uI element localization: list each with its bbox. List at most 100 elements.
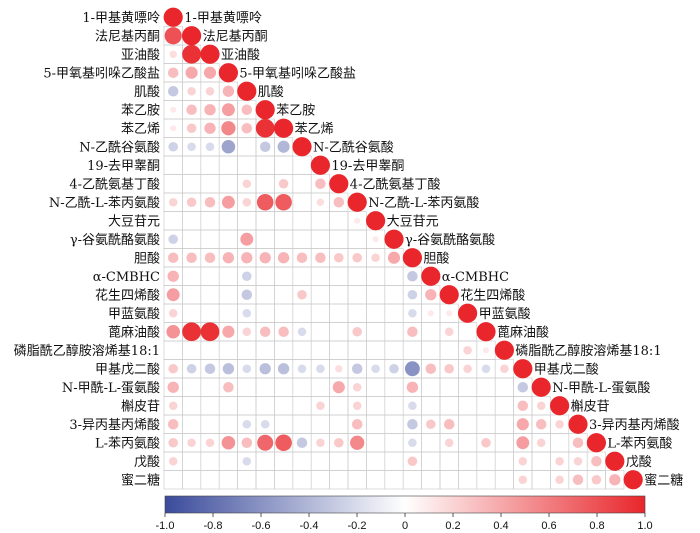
- diagonal-label: 苯乙烯: [295, 122, 334, 137]
- grid-cell: [218, 396, 238, 416]
- correlation-circle: [334, 437, 344, 448]
- grid-cell: [550, 433, 570, 453]
- correlation-circle: [536, 438, 546, 448]
- grid-cell: [347, 451, 367, 471]
- grid-cell: [310, 285, 330, 305]
- grid-cell: [200, 211, 220, 231]
- grid-cell: [366, 340, 386, 360]
- grid-cell: [458, 470, 478, 490]
- correlation-circle: [222, 85, 235, 97]
- colorbar-ticks: -1.0 -0.8 -0.6 -0.4 -0.2 0 0.2 0.4 0.6 0.8 1.0: [156, 513, 653, 532]
- grid-cell: [274, 303, 294, 323]
- diagonal-circle: [550, 396, 570, 416]
- grid-cell: [421, 377, 441, 397]
- grid-cell: [255, 396, 275, 416]
- grid-cell: [163, 211, 183, 231]
- correlation-circle: [242, 419, 252, 429]
- diagonal-label: α-CMBHC: [442, 270, 509, 285]
- grid-cell: [476, 470, 496, 490]
- correlation-circle: [185, 66, 198, 79]
- correlation-circle: [255, 118, 275, 138]
- grid-cell: [494, 451, 514, 471]
- row-label: 甲蓝氨酸: [108, 307, 160, 322]
- correlation-circle: [278, 178, 289, 189]
- grid-cell: [292, 377, 312, 397]
- colorbar-tick-label: -0.2: [348, 520, 367, 532]
- correlation-circle: [332, 381, 345, 394]
- grid-cell: [366, 303, 386, 323]
- correlation-circle: [555, 475, 564, 485]
- diagonal-circle: [605, 451, 625, 471]
- diagonal-circle: [513, 359, 533, 379]
- correlation-circle: [221, 195, 235, 209]
- grid-cell: [347, 470, 367, 490]
- correlation-circle: [204, 196, 216, 208]
- grid-cell: [366, 451, 386, 471]
- diagonal-label: 19-去甲睾酮: [331, 158, 404, 174]
- colorbar-gradient: [164, 495, 646, 514]
- grid-cell: [274, 451, 294, 471]
- correlation-circle: [407, 418, 418, 430]
- correlation-circle: [170, 125, 177, 132]
- grid-cell: [494, 414, 514, 434]
- diagonal-label: 胆酸: [423, 251, 449, 266]
- grid-cell: [182, 470, 202, 490]
- correlation-circle: [203, 66, 217, 79]
- grid-cell: [182, 285, 202, 305]
- grid-cell: [366, 433, 386, 453]
- row-label: N-乙酰-L-苯丙氨酸: [49, 196, 160, 211]
- diagonal-label: L-苯丙氨酸: [607, 436, 672, 451]
- grid-cell: [182, 174, 202, 194]
- diagonal-circle: [310, 155, 330, 175]
- grid-cell: [255, 211, 275, 231]
- diagonal-label: N-甲酰-L-蛋氨酸: [552, 381, 650, 396]
- grid-cell: [421, 340, 441, 360]
- correlation-circle: [426, 419, 436, 430]
- grid-cell: [237, 155, 257, 175]
- diagonal-circle: [494, 340, 514, 360]
- correlation-circle: [242, 271, 252, 282]
- correlation-circle: [315, 178, 326, 190]
- grid-cell: [310, 211, 330, 231]
- correlation-circle: [275, 193, 292, 211]
- grid-cell: [237, 470, 257, 490]
- diagonal-label: 甲蓝氨酸: [479, 307, 531, 322]
- diagonal-label: N-乙酰谷氨酸: [313, 140, 394, 155]
- correlation-circle: [278, 326, 289, 338]
- grid-cell: [310, 266, 330, 286]
- correlation-circle: [463, 364, 472, 374]
- grid-cell: [329, 451, 349, 471]
- colorbar-tick-label: 1.0: [637, 520, 652, 532]
- grid-cell: [329, 211, 349, 231]
- grid-cell: [292, 192, 312, 212]
- row-label: 亚油酸: [121, 48, 160, 63]
- grid-cell: [476, 451, 496, 471]
- grid-cell: [402, 470, 422, 490]
- correlation-circle: [241, 104, 253, 116]
- correlation-circle: [482, 347, 490, 354]
- grid-cell: [329, 414, 349, 434]
- diagonal-label: 蜜二糖: [644, 472, 683, 488]
- correlation-circle: [168, 401, 178, 411]
- diagonal-circle: [255, 100, 275, 120]
- correlation-circle: [516, 418, 529, 431]
- grid-cell: [163, 470, 183, 490]
- grid-cell: [329, 266, 349, 286]
- colorbar-tick-label: -0.4: [300, 520, 319, 532]
- grid-cell: [531, 470, 551, 490]
- correlation-circle: [182, 322, 201, 342]
- grid-cell: [200, 285, 220, 305]
- row-label: 大豆苷元: [108, 214, 160, 229]
- grid-cell: [255, 451, 275, 471]
- correlation-circle: [259, 252, 271, 264]
- correlation-circle: [481, 437, 491, 448]
- grid-cell: [310, 377, 330, 397]
- grid-cell: [347, 303, 367, 323]
- diagonal-circle: [366, 211, 386, 231]
- correlation-circle: [241, 289, 253, 301]
- correlation-circle: [164, 27, 182, 45]
- diagonal-label: N-乙酰-L-苯丙氨酸: [368, 196, 479, 211]
- correlation-circle: [259, 141, 271, 153]
- grid-cell: [458, 322, 478, 342]
- correlation-circle: [316, 364, 325, 374]
